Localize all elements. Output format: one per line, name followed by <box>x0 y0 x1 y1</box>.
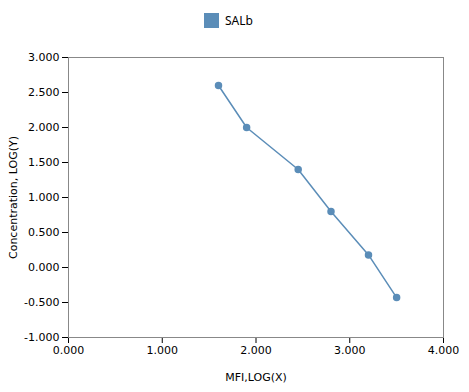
html-text:SALb: SALb <box>225 12 253 29</box>
svg-text:2.500: 2.500 <box>28 86 60 99</box>
svg-text:2.000: 2.000 <box>240 344 272 357</box>
svg-text:4.000: 4.000 <box>428 344 460 357</box>
svg-text:Concentration, LOG(Y): Concentration, LOG(Y) <box>7 136 20 259</box>
svg-text:0.000: 0.000 <box>53 344 85 357</box>
svg-text:1.000: 1.000 <box>28 191 60 204</box>
svg-text:-1.000: -1.000 <box>24 331 59 344</box>
svg-text:-0.500: -0.500 <box>24 296 59 309</box>
svg-text:0.000: 0.000 <box>28 261 60 274</box>
svg-text:3.000: 3.000 <box>28 51 60 64</box>
svg-text:MFI,LOG(X): MFI,LOG(X) <box>225 371 287 384</box>
svg-text:0.500: 0.500 <box>28 226 60 239</box>
svg-text:2.000: 2.000 <box>28 121 60 134</box>
svg-text:3.000: 3.000 <box>334 344 366 357</box>
svg-text:1.000: 1.000 <box>147 344 179 357</box>
svg-text:1.500: 1.500 <box>28 156 60 169</box>
